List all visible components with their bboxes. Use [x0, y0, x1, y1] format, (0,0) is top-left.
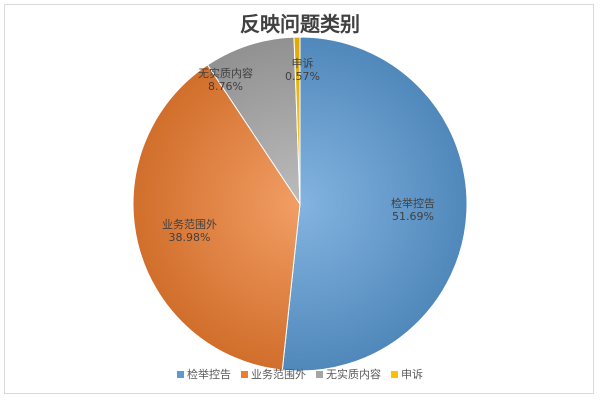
pie-label-category: 无实质内容: [198, 67, 253, 80]
pie-data-label: 业务范围外 38.98%: [162, 218, 217, 244]
pie-label-percent: 0.57%: [285, 70, 320, 83]
pie-label-percent: 8.76%: [208, 80, 243, 93]
legend-swatch: [391, 370, 398, 378]
pie-label-percent: 38.98%: [168, 231, 211, 244]
pie-slice: [206, 36, 301, 206]
chart-legend: 检举控告 业务范围外 无实质内容 申诉: [0, 366, 600, 382]
pie-slice: [293, 36, 301, 205]
pie-data-label: 申诉 0.57%: [285, 57, 320, 83]
legend-swatch: [241, 370, 248, 378]
pie-label-category: 业务范围外: [162, 218, 217, 231]
legend-label: 申诉: [401, 368, 423, 381]
legend-item: 申诉: [391, 366, 423, 382]
chart-title: 反映问题类别: [240, 12, 360, 36]
legend-item: 无实质内容: [316, 366, 381, 382]
legend-item: 检举控告: [177, 366, 231, 382]
pie-label-category: 检举控告: [391, 197, 435, 210]
pie-label-category: 申诉: [291, 57, 314, 70]
legend-swatch: [177, 370, 184, 378]
legend-swatch: [316, 370, 323, 378]
legend-label: 业务范围外: [251, 368, 306, 381]
pie-slice: [281, 36, 468, 372]
legend-item: 业务范围外: [241, 366, 306, 382]
pie-label-percent: 51.69%: [392, 210, 434, 223]
legend-label: 无实质内容: [326, 368, 381, 381]
pie-data-label: 无实质内容 8.76%: [198, 67, 253, 93]
pie-data-label: 检举控告 51.69%: [391, 197, 435, 223]
legend-label: 检举控告: [187, 368, 231, 381]
